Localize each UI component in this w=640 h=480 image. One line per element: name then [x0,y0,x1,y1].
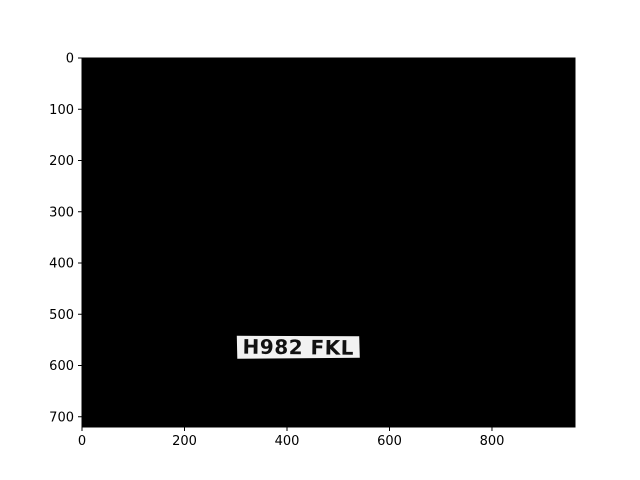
image-area [82,58,575,427]
license-plate: H982 FKL [236,335,360,360]
x-tick-label: 400 [275,434,300,449]
y-tick-label: 700 [49,410,74,425]
x-tick-label: 200 [172,434,197,449]
y-tick-label: 100 [49,103,74,118]
license-plate-background [236,335,360,359]
y-tick-label: 0 [66,52,74,67]
x-tick-label: 600 [377,434,402,449]
y-axis-ticks: 0 100 200 300 400 500 600 700 [49,52,82,425]
license-plate-text: H982 FKL [242,335,354,360]
y-tick-label: 300 [49,205,74,220]
y-tick-label: 600 [49,359,74,374]
x-tick-label: 0 [78,434,86,449]
y-tick-label: 200 [49,154,74,169]
axes-frame [81,57,576,428]
x-tick-label: 800 [480,434,505,449]
y-tick-label: 500 [49,308,74,323]
y-tick-label: 400 [49,257,74,272]
x-axis-ticks: 0 200 400 600 800 [78,427,505,449]
